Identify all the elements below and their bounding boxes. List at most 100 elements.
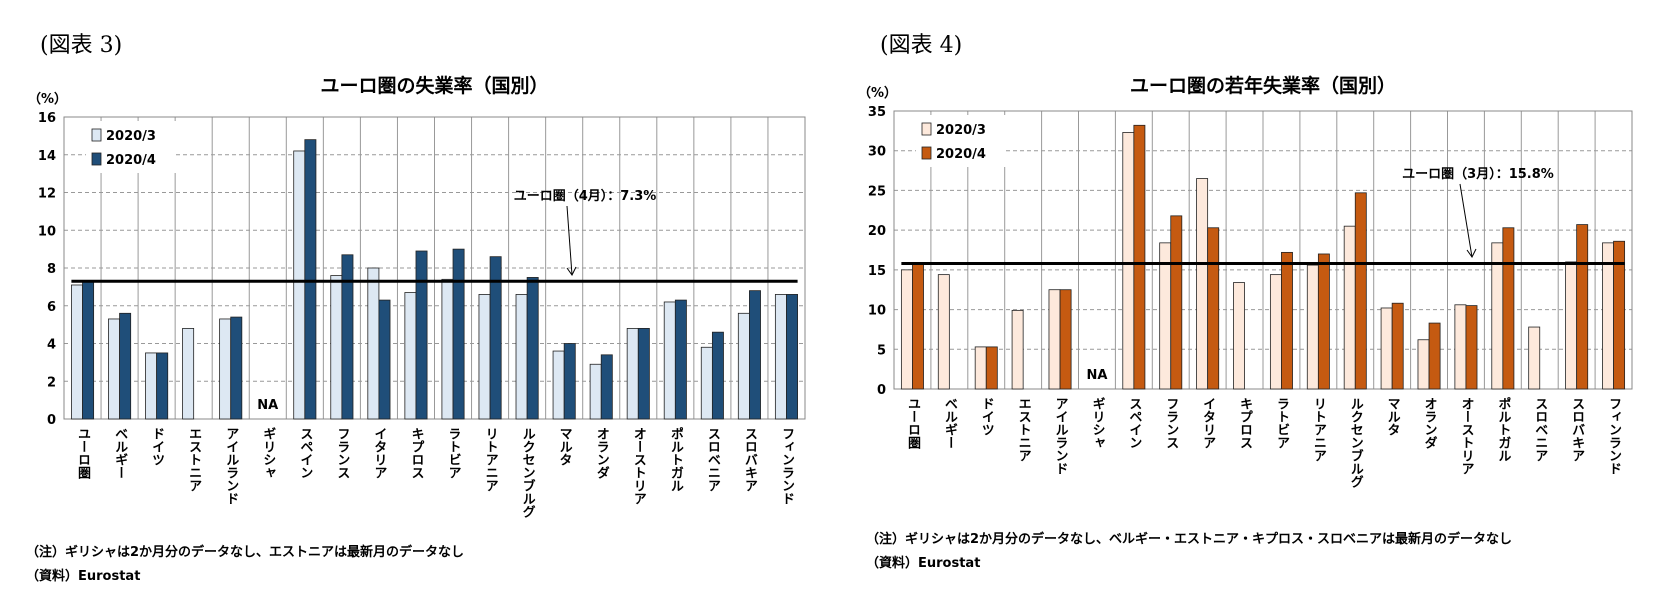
x-tick-label: アイルランド: [1053, 397, 1069, 475]
y-tick-label: 0: [47, 413, 56, 428]
bar: [156, 352, 169, 420]
bar: [71, 284, 83, 420]
y-tick-label: 20: [868, 224, 886, 239]
x-tick-label: スロバキア: [1569, 397, 1585, 462]
bar: [711, 331, 724, 420]
reference-label: ユーロ圏（4月）：7.3%: [514, 188, 657, 204]
x-tick-label: ベルギー: [942, 397, 958, 449]
bar: [1502, 227, 1515, 390]
bar: [1428, 322, 1441, 390]
bar: [1417, 339, 1430, 390]
bar: [526, 277, 539, 420]
bar: [1011, 309, 1024, 390]
bar: [985, 346, 998, 390]
y-tick-label: 15: [868, 264, 886, 279]
figure-label: (図表 4): [880, 33, 962, 58]
bar: [119, 312, 132, 420]
bar: [786, 294, 798, 420]
x-tick-label: ドイツ: [149, 427, 165, 466]
bar: [1354, 192, 1367, 390]
legend-swatch: [91, 152, 102, 166]
bar: [749, 290, 761, 420]
bar: [600, 354, 613, 420]
bar: [82, 280, 95, 420]
x-tick-label: フランス: [334, 427, 349, 479]
bar: [1207, 227, 1220, 390]
legend: 2020/3 2020/4: [86, 121, 176, 173]
bar: [1059, 289, 1072, 390]
x-tick-label: スペイン: [1126, 397, 1142, 449]
bar: [219, 318, 232, 420]
bar: [1317, 253, 1330, 390]
x-tick-label: ラトビア: [1274, 397, 1289, 449]
bar: [1343, 225, 1356, 390]
y-tick-label: 6: [47, 300, 56, 315]
x-tick-label: ユーロ圏: [75, 427, 91, 480]
y-tick-label: 12: [38, 187, 56, 202]
bar: [330, 275, 343, 420]
bar: [1613, 240, 1626, 390]
legend-label: 2020/4: [936, 147, 986, 162]
bar: [378, 299, 391, 420]
bar: [1281, 251, 1293, 390]
na-label: NA: [1086, 368, 1107, 383]
bar: [489, 256, 502, 420]
bar: [1133, 124, 1146, 390]
x-tick-label: オーストリア: [631, 427, 647, 505]
bar: [912, 263, 924, 390]
y-tick-label: 10: [868, 304, 886, 319]
bar: [230, 316, 243, 420]
bar: [1454, 304, 1467, 390]
bar: [1465, 305, 1478, 390]
x-tick-label: フィンランド: [1606, 397, 1621, 475]
annotation-arrow: [1459, 183, 1473, 258]
bar: [900, 269, 913, 390]
bar: [415, 250, 428, 420]
bar: [1048, 289, 1061, 390]
legend-label: 2020/3: [106, 129, 156, 144]
arrow-head: [566, 266, 577, 276]
bar: [674, 299, 687, 420]
y-tick-label: 8: [47, 262, 56, 277]
bar: [974, 346, 987, 390]
x-tick-label: イタリア: [1200, 397, 1216, 449]
y-axis-label: （%）: [28, 91, 67, 107]
x-tick-label: オーストリア: [1458, 397, 1474, 475]
bar: [1565, 261, 1578, 390]
chart-title: ユーロ圏の失業率（国別）: [320, 74, 548, 97]
bar: [552, 350, 565, 420]
bar: [774, 294, 787, 420]
x-tick-label: マルタ: [557, 427, 573, 466]
x-tick-label: ラトビア: [446, 427, 461, 479]
bar: [937, 274, 950, 390]
bar: [563, 343, 576, 420]
legend: 2020/3 2020/4: [916, 115, 1006, 167]
x-tick-label: ユーロ圏: [905, 397, 921, 450]
bar: [452, 248, 465, 420]
x-tick-label: スロベニア: [1532, 397, 1548, 462]
chart-title: ユーロ圏の若年失業率（国別）: [1130, 74, 1396, 97]
x-tick-label: ベルギー: [112, 427, 128, 479]
note: （注）ギリシャは2か月分のデータなし、エストニアは最新月のデータなし: [26, 544, 464, 560]
x-tick-label: ポルトガル: [1495, 396, 1511, 462]
x-tick-label: アイルランド: [223, 427, 239, 505]
annotation-arrow: [566, 205, 573, 276]
y-tick-label: 35: [868, 105, 886, 120]
bar: [304, 139, 317, 420]
legend-swatch: [91, 128, 102, 142]
bar: [1122, 132, 1135, 390]
y-tick-label: 25: [868, 184, 886, 199]
y-tick-label: 2: [47, 375, 56, 390]
x-tick-label: スロバキア: [742, 427, 758, 492]
na-label: NA: [257, 398, 278, 413]
reference-label: ユーロ圏（3月）：15.8%: [1402, 166, 1554, 182]
bar: [1233, 282, 1245, 390]
x-tick-label: フィンランド: [779, 427, 794, 505]
x-tick-label: スロベニア: [705, 427, 721, 492]
x-tick-label: オランダ: [594, 427, 610, 479]
bar: [1576, 224, 1589, 390]
note: （注）ギリシャは2か月分のデータなし、ベルギー・エストニア・キプロス・スロベニア…: [866, 531, 1512, 547]
legend-swatch: [921, 122, 932, 136]
x-tick-label: スペイン: [297, 427, 313, 479]
